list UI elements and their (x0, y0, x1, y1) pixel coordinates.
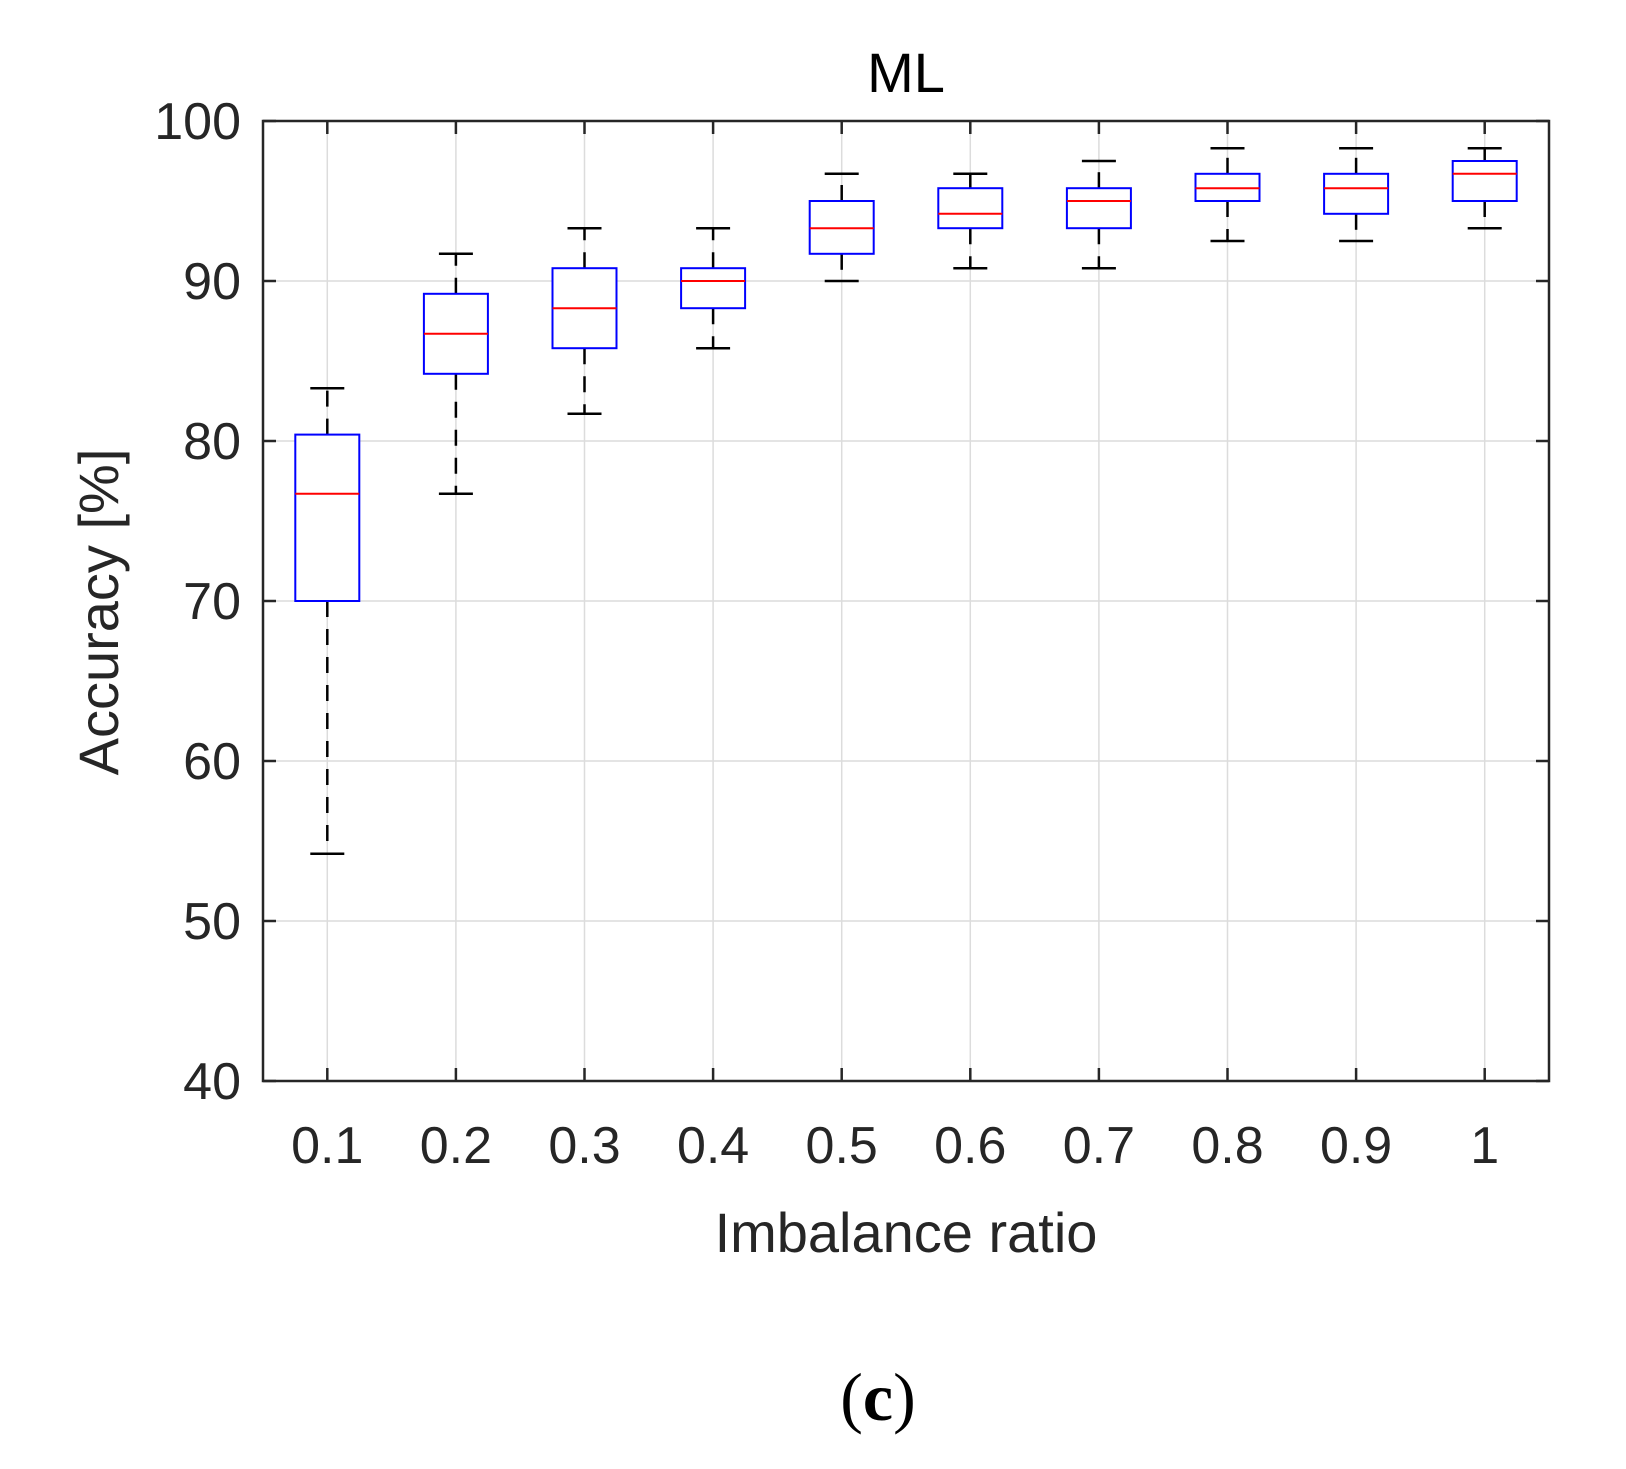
tick-labels: 40 50 60 70 80 90 100 0.1 0.2 0.3 0.4 0.5 0.6 0.7 0.8 0… (154, 93, 1499, 1175)
box-0.6 (937, 172, 1004, 270)
iqr-box (294, 433, 361, 602)
y-tick-label: 90 (183, 253, 241, 311)
panel-label-close: ) (893, 1359, 916, 1435)
box-0.1 (294, 386, 361, 856)
box-0.2 (422, 252, 489, 496)
x-tick-label: 0.7 (1063, 1117, 1135, 1175)
panel-label-letter: c (863, 1359, 893, 1435)
panel-label-open: ( (840, 1359, 863, 1435)
y-tick-label: 40 (183, 1053, 241, 1111)
box-series (294, 146, 1518, 856)
x-tick-label: 0.9 (1320, 1117, 1392, 1175)
y-tick-label: 70 (183, 573, 241, 631)
box-0.3 (551, 226, 618, 416)
x-tick-label: 0.3 (548, 1117, 620, 1175)
iqr-box (1065, 187, 1132, 230)
x-axis-title: Imbalance ratio (715, 1201, 1098, 1264)
x-tick-label: 1 (1470, 1117, 1499, 1175)
iqr-box (1323, 172, 1390, 215)
x-tick-label: 0.2 (420, 1117, 492, 1175)
box-0.5 (808, 172, 875, 283)
y-tick-label: 50 (183, 893, 241, 951)
box-1 (1451, 146, 1518, 230)
iqr-box (937, 187, 1004, 230)
y-tick-label: 80 (183, 413, 241, 471)
iqr-box (680, 267, 747, 310)
y-tick-label: 60 (183, 733, 241, 791)
panel-label: (c) (840, 1359, 916, 1435)
x-tick-label: 0.5 (806, 1117, 878, 1175)
y-tick-label: 100 (154, 93, 241, 151)
x-tick-label: 0.6 (934, 1117, 1006, 1175)
x-tick-label: 0.8 (1191, 1117, 1263, 1175)
axes (261, 119, 1551, 1083)
box-0.9 (1323, 146, 1390, 243)
y-axis-title: Accuracy [%] (67, 449, 130, 776)
iqr-box (1451, 160, 1518, 202)
box-0.4 (680, 226, 747, 350)
chart-title: ML (867, 41, 945, 104)
x-tick-label: 0.4 (677, 1117, 749, 1175)
x-tick-label: 0.1 (291, 1117, 363, 1175)
box-0.8 (1194, 146, 1261, 243)
box-0.7 (1065, 159, 1132, 270)
